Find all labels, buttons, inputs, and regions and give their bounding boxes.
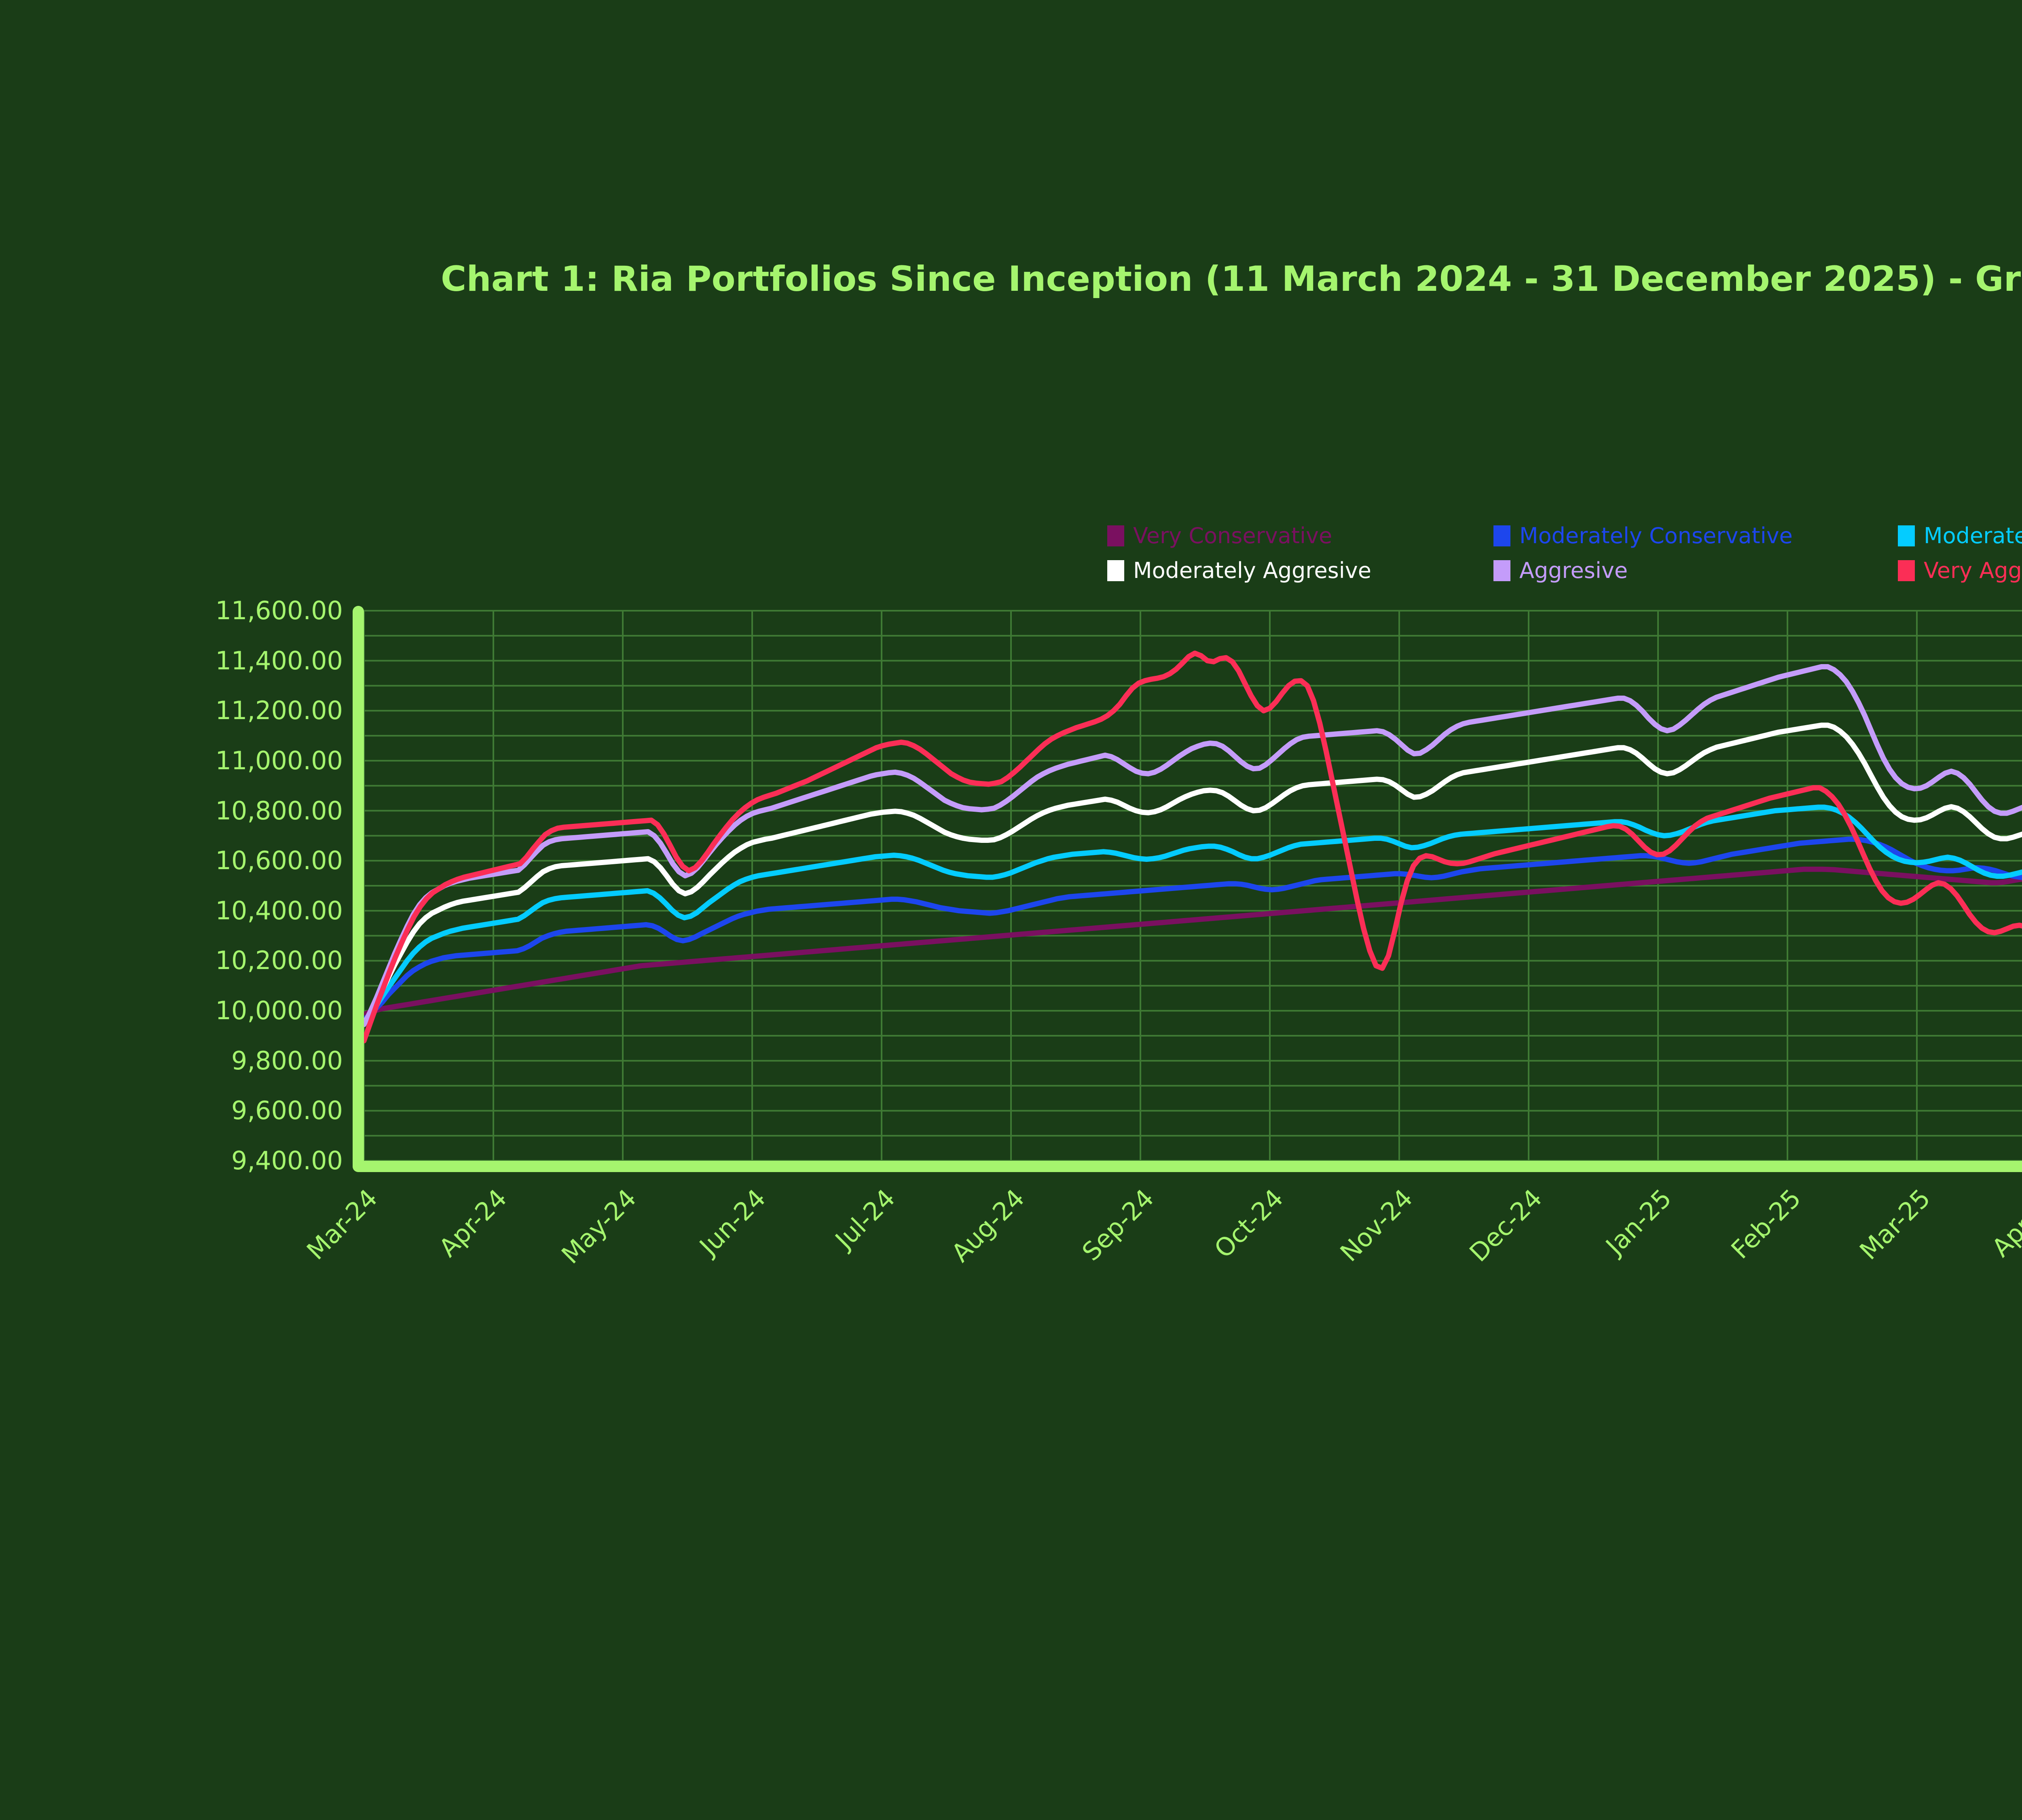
y-axis-tick-labels: 11,600.00 11,400.00 11,200.00 11,000.00 10,8…	[0, 0, 343, 1820]
legend-item-very-conservative[interactable]: Very Conservative	[1107, 525, 1493, 547]
legend-swatch-very-conservative	[1107, 525, 1124, 546]
legend-swatch-moderate	[1898, 525, 1915, 546]
gridlines	[363, 610, 2022, 1162]
legend-label-aggresive: Aggresive	[1519, 558, 1628, 583]
legend-swatch-moderately-conservative	[1493, 525, 1510, 546]
series-line	[361, 650, 2022, 1043]
legend-item-moderately-conservative[interactable]: Moderately Conservative	[1493, 525, 1898, 547]
y-axis-spine	[353, 606, 364, 1172]
legend-label-moderate: Moderate	[1924, 523, 2022, 548]
y-axis-tick-label: 10,400.00	[215, 895, 343, 925]
x-axis-spine	[353, 1161, 2022, 1172]
chart-title: Chart 1: Ria Portfolios Since Inception …	[441, 259, 2022, 299]
y-axis-tick-label: 11,200.00	[215, 696, 343, 726]
y-axis-tick-label: 11,400.00	[215, 645, 343, 675]
series-line	[361, 722, 2022, 1026]
y-axis-tick-label: 10,800.00	[215, 796, 343, 825]
series-line	[361, 804, 2022, 1025]
legend-label-very-aggresive: Very Aggresive	[1924, 558, 2022, 583]
legend-item-moderate[interactable]: Moderate	[1898, 525, 2022, 547]
series-line	[361, 866, 2022, 1017]
legend-swatch-very-aggresive	[1898, 560, 1915, 581]
y-axis-tick-label: 9,400.00	[231, 1146, 343, 1175]
legend-swatch-moderately-aggresive	[1107, 560, 1124, 581]
y-axis-tick-label: 11,000.00	[215, 745, 343, 775]
legend-label-moderately-aggresive: Moderately Aggresive	[1133, 558, 1371, 583]
series-lines	[361, 650, 2022, 1043]
y-axis-tick-label: 9,800.00	[231, 1045, 343, 1075]
y-axis-tick-label: 10,600.00	[215, 846, 343, 876]
chart-legend: Very Conservative Moderately Conservativ…	[1107, 518, 2022, 588]
legend-item-moderately-aggresive[interactable]: Moderately Aggresive	[1107, 560, 1493, 582]
series-line	[361, 836, 2022, 1022]
y-axis-tick-label: 10,200.00	[215, 946, 343, 976]
y-axis-tick-label: 11,600.00	[215, 596, 343, 625]
y-axis-tick-label: 9,600.00	[231, 1096, 343, 1126]
legend-item-very-aggresive[interactable]: Very Aggresive	[1898, 560, 2022, 582]
legend-label-very-conservative: Very Conservative	[1133, 523, 1332, 548]
axis-spines	[353, 606, 2022, 1172]
legend-label-moderately-conservative: Moderately Conservative	[1519, 523, 1793, 548]
series-line	[361, 664, 2022, 1027]
legend-item-aggresive[interactable]: Aggresive	[1493, 560, 1898, 582]
legend-swatch-aggresive	[1493, 560, 1510, 581]
y-axis-tick-label: 10,000.00	[215, 996, 343, 1026]
